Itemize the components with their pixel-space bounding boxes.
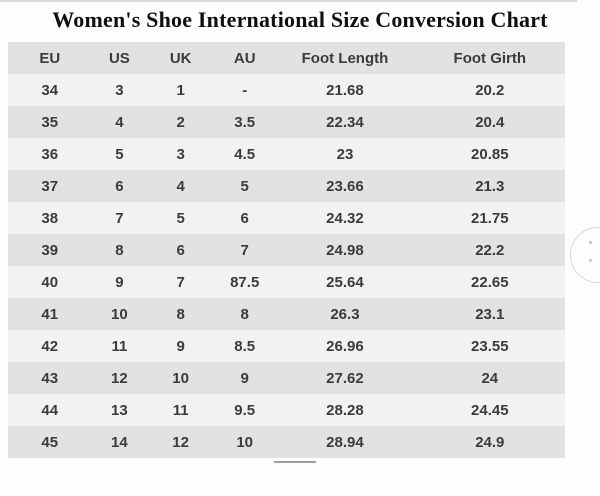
- table-row: 37 6 4 5 23.66 21.3: [8, 170, 565, 202]
- table-cell: 37: [41, 177, 59, 195]
- table-cell: 21.68: [326, 81, 364, 99]
- table-cell: 7: [115, 209, 124, 227]
- table-cell: 1: [176, 81, 185, 99]
- table-cell: 22.2: [475, 241, 505, 259]
- table-cell: 14: [111, 433, 128, 451]
- table-cell: 8: [176, 305, 185, 323]
- table-cell: 28.94: [326, 433, 364, 451]
- table-cell: 38: [41, 209, 59, 227]
- table-cell: 87.5: [230, 273, 260, 291]
- faint-circle-watermark-icon: [570, 227, 600, 283]
- table-cell: 10: [111, 305, 128, 323]
- top-border-line: [0, 0, 577, 2]
- table-cell: 24: [481, 369, 499, 387]
- table-cell: 7: [176, 273, 185, 291]
- table-cell: 42: [41, 337, 59, 355]
- table-row: 43 12 10 9 27.62 24: [8, 362, 565, 394]
- table-row: 42 11 9 8.5 26.96 23.55: [8, 330, 565, 362]
- column-header: UK: [169, 49, 192, 67]
- table-cell: 13: [111, 401, 128, 419]
- table-row: 45 14 12 10 28.94 24.9: [8, 426, 565, 458]
- table-cell: 6: [176, 241, 185, 259]
- table-cell: 3.5: [234, 113, 256, 131]
- table-row: 34 3 1 - 21.68 20.2: [8, 74, 565, 106]
- table-cell: 5: [176, 209, 185, 227]
- table-cell: 40: [41, 273, 59, 291]
- table-cell: 3: [176, 145, 185, 163]
- table-cell: 4.5: [234, 145, 256, 163]
- table-cell: 20.85: [471, 145, 509, 163]
- column-header: AU: [233, 49, 256, 67]
- table-row: 36 5 3 4.5 23 20.85: [8, 138, 565, 170]
- table-row: 40 9 7 87.5 25.64 22.65: [8, 266, 565, 298]
- table-cell: 10: [172, 369, 189, 387]
- table-cell: 5: [115, 145, 124, 163]
- column-header: Foot Length: [301, 49, 389, 67]
- table-cell: 9: [115, 273, 124, 291]
- size-conversion-table: EU US UK AU Foot Length Foot Girth 34 3 1-21.68…: [8, 42, 565, 458]
- table-cell: 24.32: [326, 209, 364, 227]
- table-cell: 6: [240, 209, 249, 227]
- table-cell: 45: [41, 433, 59, 451]
- table-cell: 10: [236, 433, 254, 451]
- table-cell: 24.98: [326, 241, 364, 259]
- table-cell: 4: [176, 177, 185, 195]
- column-header: EU: [39, 49, 61, 67]
- bottom-divider-dash: [274, 461, 316, 463]
- table-cell: 39: [41, 241, 59, 259]
- table-row: 44 13 11 9.5 28.28 24.45: [8, 394, 565, 426]
- table-cell: 24.9: [475, 433, 505, 451]
- table-cell: 25.64: [326, 273, 364, 291]
- table-cell: 11: [111, 337, 128, 355]
- table-body: 34 3 1-21.68 20.2 35 4 2 3.5 22.34 20.4 36 5 3 4.5 23 2…: [8, 74, 565, 458]
- table-cell: 34: [41, 81, 59, 99]
- table-cell: 8.5: [234, 337, 256, 355]
- table-cell: 21.3: [475, 177, 505, 195]
- table-cell: 28.28: [326, 401, 364, 419]
- table-cell: 26.96: [326, 337, 364, 355]
- table-cell: 8: [240, 305, 249, 323]
- table-cell: 12: [172, 433, 189, 451]
- page-title: Women's Shoe International Size Conversi…: [52, 7, 548, 32]
- table-cell: 20.2: [475, 81, 505, 99]
- table-cell: 44: [41, 401, 59, 419]
- table-cell: 23.55: [471, 337, 509, 355]
- table-header: EU US UK AU Foot Length Foot Girth: [8, 42, 565, 74]
- table-cell: 24.45: [471, 401, 509, 419]
- table-cell: 43: [41, 369, 59, 387]
- table-cell: 22.65: [471, 273, 509, 291]
- table-cell: 23.1: [475, 305, 505, 323]
- table-cell: 41: [41, 305, 59, 323]
- table-cell: 22.34: [326, 113, 364, 131]
- table-row: 38 7 5 6 24.32 21.75: [8, 202, 565, 234]
- table-cell: 23: [336, 145, 354, 163]
- table-cell: 2: [176, 113, 185, 131]
- table-cell: 12: [111, 369, 128, 387]
- table-cell: 36: [41, 145, 59, 163]
- table-row: 39 8 6 7 24.98 22.2: [8, 234, 565, 266]
- table-cell: 8: [115, 241, 124, 259]
- table-cell: 27.62: [326, 369, 364, 387]
- table-row: 35 4 2 3.5 22.34 20.4: [8, 106, 565, 138]
- table-row: 41 10 8 8 26.3 23.1: [8, 298, 565, 330]
- table-cell: 20.4: [475, 113, 505, 131]
- table-cell: 3: [115, 81, 124, 99]
- column-header: US: [108, 49, 130, 67]
- table-cell: 7: [240, 241, 249, 259]
- table-cell: 6: [115, 177, 124, 195]
- table-cell: -: [242, 81, 248, 99]
- table-cell: 23.66: [326, 177, 364, 195]
- table-cell: 9: [176, 337, 185, 355]
- table-cell: 11: [172, 401, 189, 419]
- table-cell: 35: [41, 113, 59, 131]
- table-cell: 26.3: [330, 305, 360, 323]
- table-cell: 21.75: [471, 209, 509, 227]
- table-cell: 9.5: [234, 401, 256, 419]
- header-row: EU US UK AU Foot Length Foot Girth: [8, 42, 565, 74]
- table-cell: 4: [115, 113, 124, 131]
- column-header: Foot Girth: [453, 49, 527, 67]
- table-cell: 5: [240, 177, 249, 195]
- table-cell: 9: [240, 369, 249, 387]
